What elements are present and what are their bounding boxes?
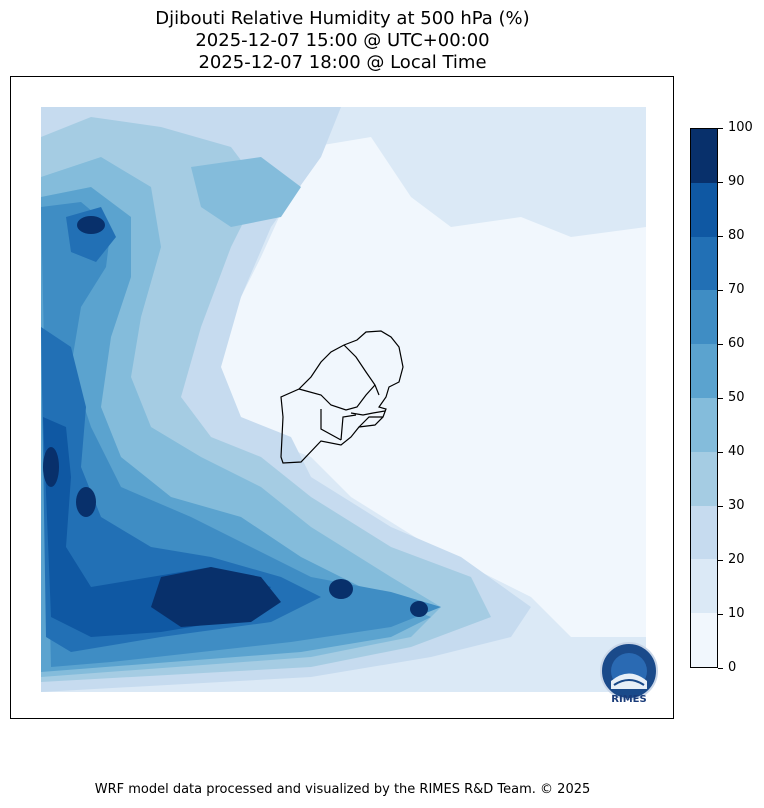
contour-90-d bbox=[410, 601, 428, 617]
colorbar-tick-label: 100 bbox=[728, 120, 753, 135]
colorbar-segment bbox=[691, 343, 717, 398]
contour-90-f bbox=[76, 487, 96, 517]
colorbar-tick-label: 60 bbox=[728, 336, 745, 351]
humidity-map bbox=[41, 107, 646, 692]
contour-90 bbox=[151, 567, 281, 627]
colorbar-tick-label: 30 bbox=[728, 498, 745, 513]
colorbar-segment bbox=[691, 505, 717, 560]
colorbar-tick bbox=[718, 398, 723, 399]
contour-70-b bbox=[66, 207, 116, 262]
colorbar-segment bbox=[691, 451, 717, 506]
colorbar-tick-label: 70 bbox=[728, 282, 745, 297]
colorbar-tick bbox=[718, 182, 723, 183]
contour-90-b bbox=[77, 216, 105, 234]
footer-credit: WRF model data processed and visualized … bbox=[94, 782, 591, 797]
rimes-logo bbox=[596, 641, 662, 707]
chart-title: Djibouti Relative Humidity at 500 hPa (%… bbox=[0, 8, 685, 74]
colorbar-segment bbox=[691, 612, 717, 667]
rimes-globe-icon bbox=[600, 642, 658, 700]
colorbar-tick bbox=[718, 290, 723, 291]
colorbar-segment bbox=[691, 397, 717, 452]
colorbar-tick-label: 90 bbox=[728, 174, 745, 189]
contour-70 bbox=[41, 327, 321, 652]
colorbar-tick bbox=[718, 506, 723, 507]
title-line-1: Djibouti Relative Humidity at 500 hPa (%… bbox=[155, 8, 530, 29]
colorbar-tick bbox=[718, 236, 723, 237]
colorbar-tick bbox=[718, 344, 723, 345]
colorbar-tick-label: 80 bbox=[728, 228, 745, 243]
colorbar-tick-label: 20 bbox=[728, 552, 745, 567]
colorbar-segment bbox=[691, 558, 717, 614]
colorbar-tick bbox=[718, 128, 723, 129]
colorbar-segment bbox=[691, 289, 717, 345]
title-line-2: 2025-12-07 15:00 @ UTC+00:00 bbox=[195, 30, 490, 51]
colorbar-tick bbox=[718, 560, 723, 561]
colorbar bbox=[690, 128, 718, 668]
border-region-1 bbox=[298, 384, 376, 411]
map-panel bbox=[10, 76, 674, 719]
logo-text: RIMES bbox=[611, 694, 647, 705]
djibouti-border bbox=[280, 330, 404, 464]
contour-90-e bbox=[43, 447, 59, 487]
colorbar-tick-label: 10 bbox=[728, 606, 745, 621]
border-coast bbox=[350, 410, 386, 416]
colorbar-tick-label: 50 bbox=[728, 390, 745, 405]
colorbar-tick-label: 0 bbox=[728, 660, 737, 675]
colorbar-tick-label: 40 bbox=[728, 444, 745, 459]
border-outline bbox=[280, 330, 404, 464]
colorbar-tick bbox=[718, 452, 723, 453]
title-line-3: 2025-12-07 18:00 @ Local Time bbox=[198, 52, 487, 73]
contour-90-c bbox=[329, 579, 353, 599]
border-region-2 bbox=[343, 344, 380, 396]
border-region-3 bbox=[320, 409, 342, 441]
border-region-4 bbox=[340, 414, 357, 441]
colorbar-segment bbox=[691, 182, 717, 237]
border-region-5 bbox=[358, 416, 383, 428]
contour-40-b bbox=[191, 157, 301, 227]
colorbar-tick bbox=[718, 668, 723, 669]
colorbar-tick bbox=[718, 614, 723, 615]
colorbar-segment bbox=[691, 128, 717, 183]
colorbar-segment bbox=[691, 236, 717, 291]
